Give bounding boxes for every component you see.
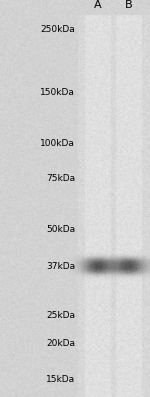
Text: 250kDa: 250kDa bbox=[40, 25, 75, 34]
Text: 20kDa: 20kDa bbox=[46, 339, 75, 348]
Text: 25kDa: 25kDa bbox=[46, 311, 75, 320]
Text: B: B bbox=[125, 0, 133, 10]
Text: 37kDa: 37kDa bbox=[46, 262, 75, 271]
Text: 75kDa: 75kDa bbox=[46, 174, 75, 183]
Text: 150kDa: 150kDa bbox=[40, 88, 75, 97]
Text: 100kDa: 100kDa bbox=[40, 139, 75, 148]
Text: 50kDa: 50kDa bbox=[46, 225, 75, 234]
Text: A: A bbox=[94, 0, 102, 10]
Text: 15kDa: 15kDa bbox=[46, 375, 75, 384]
